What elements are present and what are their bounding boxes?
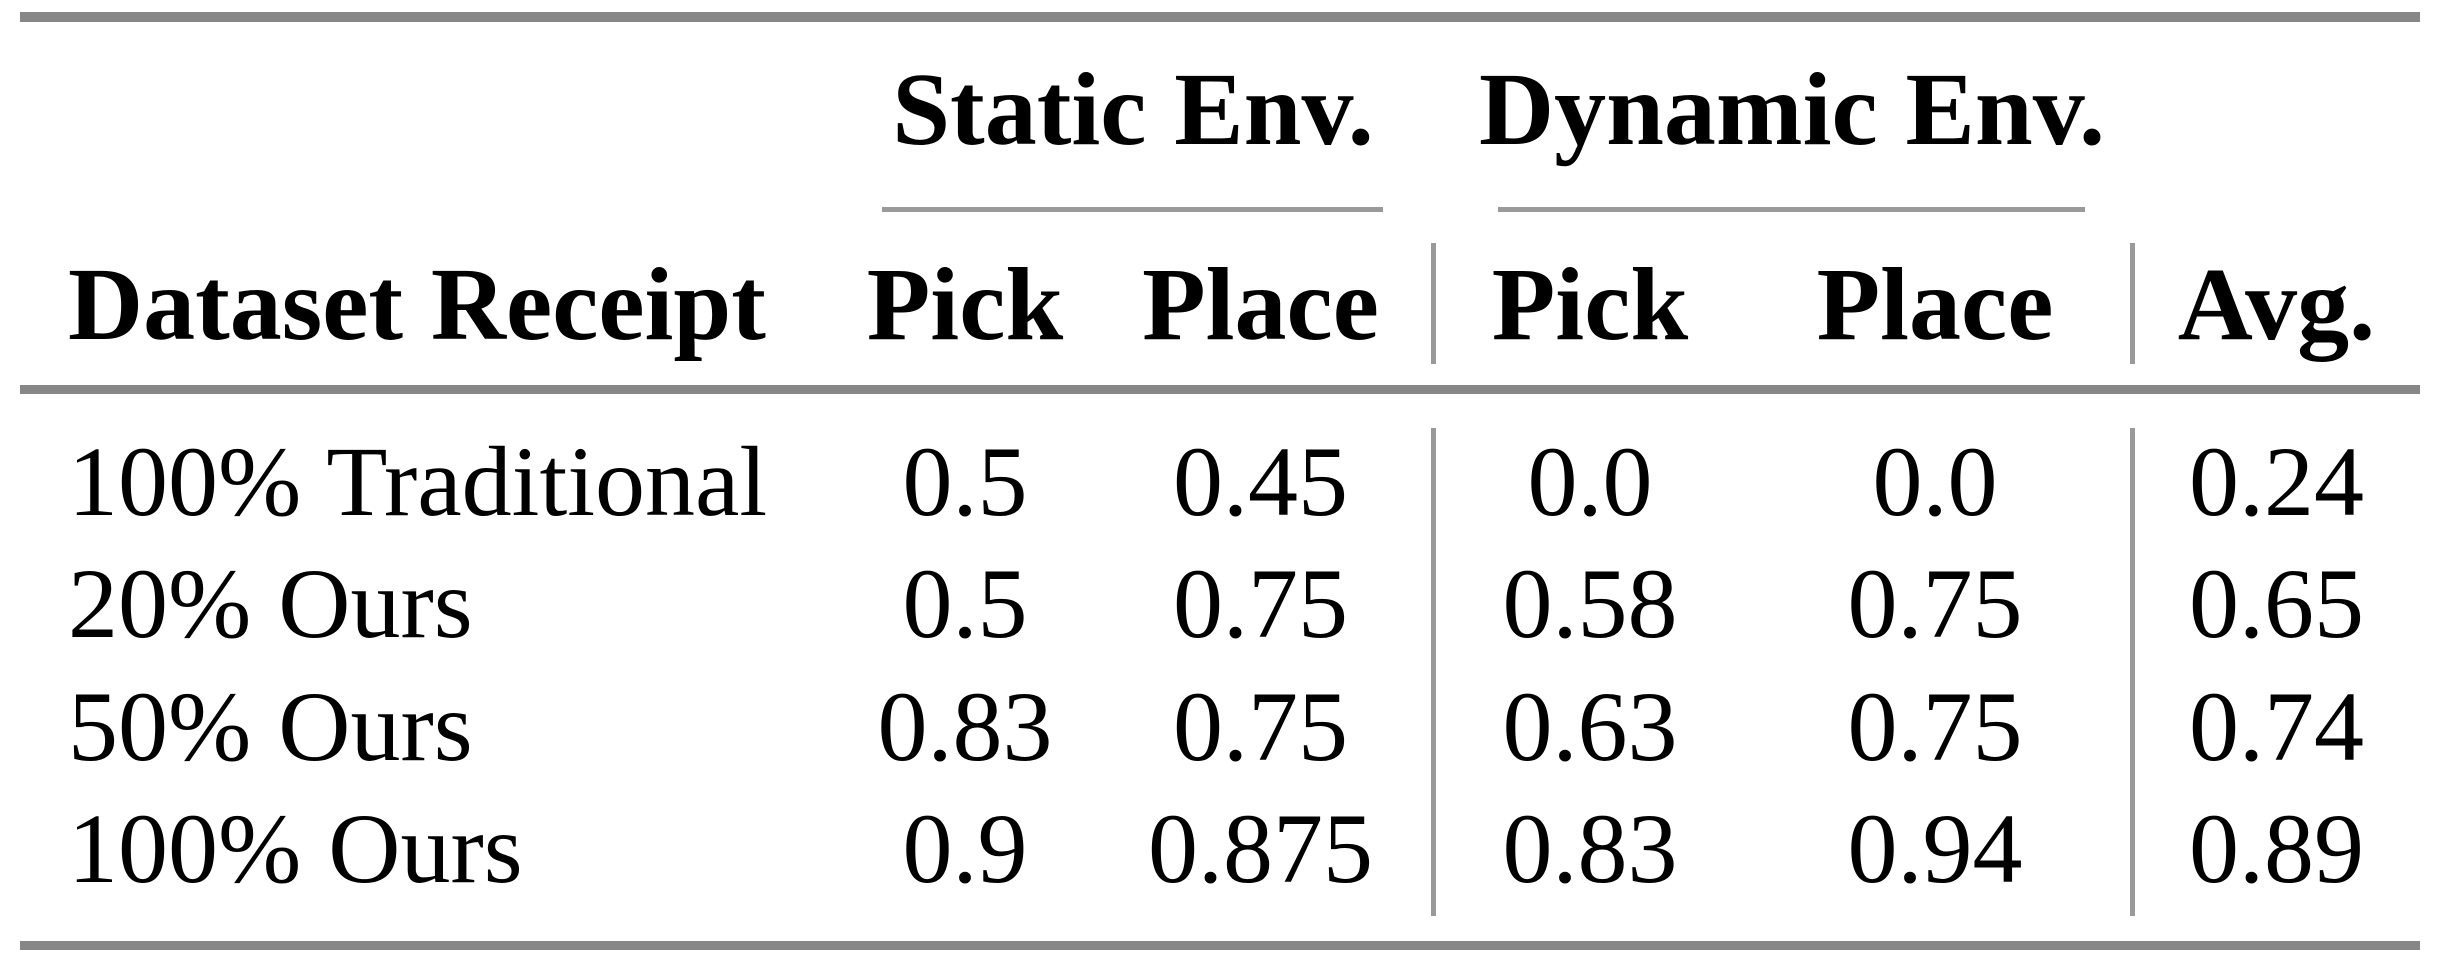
vertical-rule-2-header-segment [2130,243,2135,364]
static-env-cmidrule [882,207,1383,212]
table-cell: 0.75 [1173,548,1348,659]
table-cell: 0.63 [1502,671,1678,782]
table-cell: 0.65 [2189,548,2364,659]
vertical-rule-2-body-segment [2130,428,2135,916]
table-cell: 0.24 [2189,426,2364,537]
table-cell: 0.83 [877,671,1053,782]
row-label: 20% Ours [68,548,473,659]
column-header-static-pick: Pick [866,247,1064,362]
bottom-rule [20,941,2420,950]
top-rule [20,12,2420,22]
table-cell: 0.75 [1847,548,2023,659]
table-cell: 0.89 [2189,793,2364,904]
row-label: 100% Traditional [68,426,768,537]
table-cell: 0.5 [902,548,1028,659]
group-header-static-env: Static Env. [892,52,1374,167]
vertical-rule-1-body-segment [1431,428,1436,916]
mid-rule [20,385,2420,394]
table-cell: 0.74 [2189,671,2364,782]
table-cell: 0.83 [1502,793,1678,904]
table-cell: 0.9 [902,793,1028,904]
row-label: 100% Ours [68,793,523,904]
table-cell: 0.58 [1502,548,1678,659]
row-label: 50% Ours [68,671,473,782]
table-cell: 0.75 [1847,671,2023,782]
group-header-dynamic-env: Dynamic Env. [1478,52,2106,167]
column-header-static-place: Place [1142,247,1379,362]
table-cell: 0.75 [1173,671,1348,782]
table-cell: 0.0 [1527,426,1653,537]
column-header-avg: Avg. [2177,247,2376,362]
table-cell: 0.5 [902,426,1028,537]
table-cell: 0.45 [1173,426,1348,537]
column-header-dataset-receipt: Dataset Receipt [68,247,766,362]
vertical-rule-1-header-segment [1431,243,1436,364]
table-cell: 0.94 [1847,793,2023,904]
column-header-dynamic-place: Place [1816,247,2054,362]
column-header-dynamic-pick: Pick [1491,247,1689,362]
dynamic-env-cmidrule [1498,207,2085,212]
table-cell: 0.875 [1148,793,1373,904]
table-cell: 0.0 [1872,426,1998,537]
